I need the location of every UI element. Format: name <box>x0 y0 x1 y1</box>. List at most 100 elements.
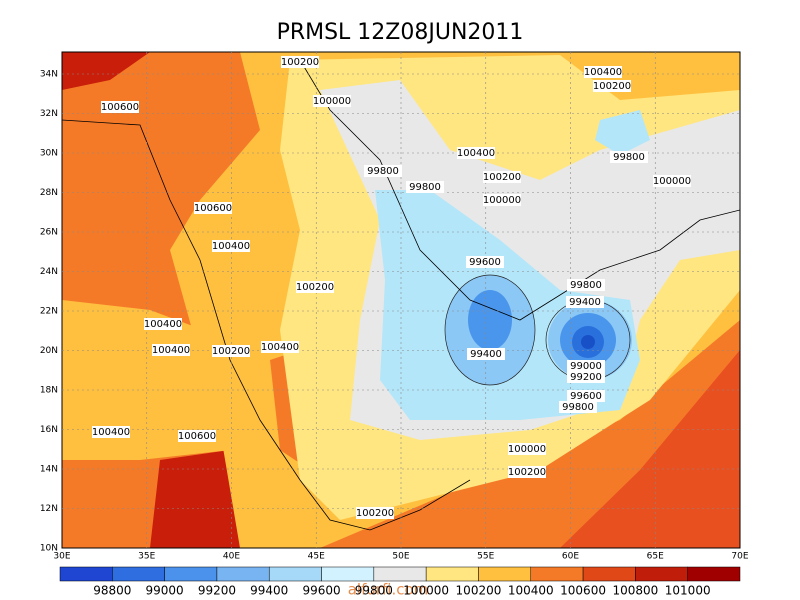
contour-label-bg <box>296 281 334 293</box>
colorbar-label: 99800 <box>355 584 393 598</box>
contour-label: 100600 <box>194 203 232 214</box>
contour-label-bg <box>567 371 605 383</box>
contour-label: 100400 <box>261 342 299 353</box>
contour-label: 100400 <box>584 67 622 78</box>
contour-label: 100400 <box>212 241 250 252</box>
contour-label: 99000 <box>570 361 602 372</box>
contour-label: 99800 <box>367 166 399 177</box>
contour-label-bg <box>144 318 182 330</box>
contour-label: 99800 <box>570 280 602 291</box>
colorbar-label: 100600 <box>560 584 606 598</box>
colorbar-box <box>216 566 270 582</box>
lon-label: 65E <box>647 552 664 562</box>
lat-label: 30N <box>40 149 58 159</box>
contour-label-bg <box>466 256 504 268</box>
lat-label: 34N <box>40 70 58 80</box>
lon-label: 40E <box>223 552 240 562</box>
contour-label-bg <box>178 430 216 442</box>
lat-label: 18N <box>40 386 58 396</box>
colorbar-box <box>425 566 479 582</box>
contour-label-bg <box>584 66 622 78</box>
contour-label-bg <box>653 175 691 187</box>
contour-label-bg <box>508 443 546 455</box>
contour-label: 100200 <box>212 346 250 357</box>
contour-label: 100400 <box>144 319 182 330</box>
contour-label-bg <box>467 348 505 360</box>
lat-label: 20N <box>40 346 58 356</box>
lat-label: 32N <box>40 109 58 119</box>
contour-label-bg <box>313 95 351 107</box>
contour-label: 100600 <box>178 431 216 442</box>
contour-label-bg <box>483 171 521 183</box>
lon-label: 55E <box>477 552 494 562</box>
lat-label: 12N <box>40 504 58 514</box>
contour-label-bg <box>281 56 319 68</box>
contour-label-bg <box>610 151 648 163</box>
colorbar-label: 98800 <box>93 584 131 598</box>
colorbar-box <box>321 566 375 582</box>
colorbar-box <box>478 566 532 582</box>
colorbar-label: 99600 <box>302 584 340 598</box>
lon-label: 35E <box>138 552 155 562</box>
colorbar-label: 99200 <box>198 584 236 598</box>
contour-label-bg <box>559 401 597 413</box>
contour-label: 100200 <box>356 508 394 519</box>
contour-label: 100200 <box>593 81 631 92</box>
contour-label-bg <box>212 240 250 252</box>
lon-label: 45E <box>308 552 325 562</box>
colorbar-box <box>268 566 322 582</box>
contour-label: 99400 <box>569 297 601 308</box>
lat-label: 26N <box>40 228 58 238</box>
lat-label: 22N <box>40 307 58 317</box>
contour-label: 100600 <box>101 102 139 113</box>
colorbar-box <box>530 566 584 582</box>
contour-label: 100400 <box>92 427 130 438</box>
lat-label: 16N <box>40 425 58 435</box>
contour-label-bg <box>567 390 605 402</box>
contour-label: 100400 <box>152 345 190 356</box>
contour-label-bg <box>593 80 631 92</box>
colorbar-label: 99000 <box>146 584 184 598</box>
colorbar-box <box>687 566 741 582</box>
contour-label: 100200 <box>483 172 521 183</box>
colorbar-box <box>164 566 218 582</box>
colorbar-box <box>373 566 427 582</box>
lat-label: 14N <box>40 465 58 475</box>
contour-label-bg <box>92 426 130 438</box>
contour-label: 99600 <box>469 257 501 268</box>
lat-label: 24N <box>40 267 58 277</box>
contour-label-bg <box>212 345 250 357</box>
colorbar-label: 99400 <box>250 584 288 598</box>
contour-label: 100000 <box>483 195 521 206</box>
lon-label: 70E <box>731 552 748 562</box>
contour-label: 99800 <box>562 402 594 413</box>
contour-label-bg <box>101 101 139 113</box>
contour-label: 100000 <box>508 444 546 455</box>
contour-label-bg <box>152 344 190 356</box>
lat-label: 28N <box>40 188 58 198</box>
title: PRMSL 12Z08JUN2011 <box>277 20 524 45</box>
lon-label: 60E <box>562 552 579 562</box>
colorbar-box <box>112 566 165 582</box>
colorbar-box <box>582 566 636 582</box>
colorbar-label: 101000 <box>665 584 711 598</box>
contour-label-bg <box>567 279 605 291</box>
lat-label: 10N <box>40 544 58 554</box>
contour-label: 100000 <box>313 96 351 107</box>
contour-label-bg <box>356 507 394 519</box>
contour-label-bg <box>364 165 402 177</box>
lon-label: 50E <box>392 552 409 562</box>
contour-label-bg <box>406 181 444 193</box>
contour-label-bg <box>457 147 495 159</box>
contour-label: 100200 <box>296 282 334 293</box>
contour-label: 99600 <box>570 391 602 402</box>
contour-label: 99200 <box>570 372 602 383</box>
contour-label-bg <box>567 360 605 372</box>
contour-label-bg <box>508 466 546 478</box>
colorbar-label: 100200 <box>456 584 502 598</box>
lon-label: 30E <box>53 552 70 562</box>
contour-label-bg <box>483 194 521 206</box>
contour-label-bg <box>194 202 232 214</box>
contour-label: 99400 <box>470 349 502 360</box>
